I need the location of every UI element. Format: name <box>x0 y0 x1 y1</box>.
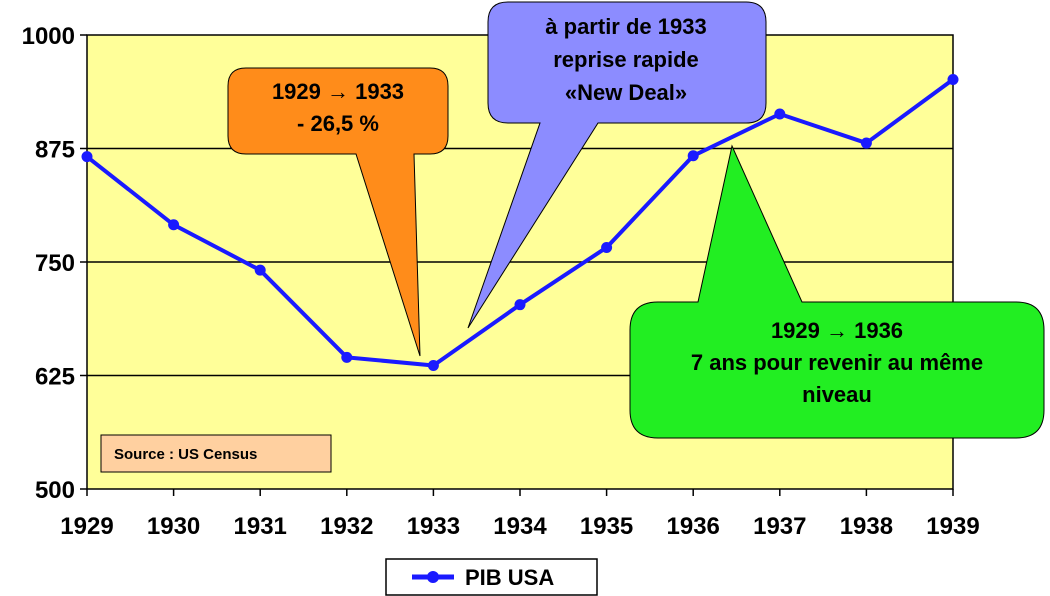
y-tick-label-875: 875 <box>35 137 75 164</box>
x-tick-label-1930: 1930 <box>147 513 200 540</box>
legend-marker-swatch <box>427 571 439 583</box>
callout-new-deal-shape <box>467 1 767 329</box>
source-label: Source : US Census <box>114 446 257 463</box>
data-point-1935 <box>601 241 613 253</box>
x-tick-label-1931: 1931 <box>234 513 287 540</box>
y-tick-label-500: 500 <box>35 477 75 504</box>
callout-new-deal-line-2: reprise rapide <box>553 47 699 72</box>
callout-crash-line-2: - 26,5 % <box>297 111 379 136</box>
x-axis: 1929 1930 1931 1932 1933 1934 1935 1936 1937 1938… <box>60 489 980 540</box>
x-tick-label-1938: 1938 <box>840 513 893 540</box>
y-tick-label-1000: 1000 <box>22 23 75 50</box>
callout-recovery-line-2: 7 ans pour revenir au même <box>691 350 983 375</box>
callout-new-deal-line-3: «New Deal» <box>565 80 687 105</box>
y-axis: 500 625 750 875 1000 <box>22 23 87 504</box>
y-tick-label-625: 625 <box>35 364 75 391</box>
callout-new-deal: à partir de 1933 reprise rapide «New Dea… <box>467 1 767 329</box>
data-point-1931 <box>254 264 266 276</box>
data-point-1933 <box>427 360 439 372</box>
legend-series-name: PIB USA <box>465 565 554 590</box>
x-tick-label-1939: 1939 <box>926 513 979 540</box>
x-tick-label-1936: 1936 <box>667 513 720 540</box>
callout-crash-line-1: 1929 → 1933 <box>272 79 404 104</box>
series-layer <box>81 73 959 372</box>
x-tick-label-1934: 1934 <box>493 513 547 540</box>
callout-crash: 1929 → 1933 - 26,5 % <box>227 67 449 357</box>
data-point-1937 <box>774 108 786 120</box>
data-point-1929 <box>81 151 93 163</box>
callout-recovery: 1929 → 1936 7 ans pour revenir au même n… <box>629 144 1045 439</box>
data-point-1930 <box>168 219 180 231</box>
x-tick-label-1929: 1929 <box>60 513 113 540</box>
x-tick-label-1933: 1933 <box>407 513 460 540</box>
callout-recovery-line-3: niveau <box>802 382 872 407</box>
source-box-background <box>100 434 332 473</box>
data-point-1932 <box>341 351 353 363</box>
x-tick-label-1937: 1937 <box>753 513 806 540</box>
data-point-1938 <box>860 137 872 149</box>
x-tick-label-1932: 1932 <box>320 513 373 540</box>
callout-new-deal-line-1: à partir de 1933 <box>545 14 706 39</box>
callout-recovery-shape <box>629 144 1045 439</box>
legend: PIB USA <box>385 558 598 596</box>
y-tick-label-750: 750 <box>35 250 75 277</box>
x-tick-label-1935: 1935 <box>580 513 633 540</box>
data-point-1939 <box>947 73 959 85</box>
callout-recovery-line-1: 1929 → 1936 <box>771 318 903 343</box>
callout-crash-shape <box>227 67 449 357</box>
data-point-1934 <box>514 299 526 311</box>
data-point-1936 <box>687 150 699 162</box>
source-box: Source : US Census <box>100 434 332 473</box>
